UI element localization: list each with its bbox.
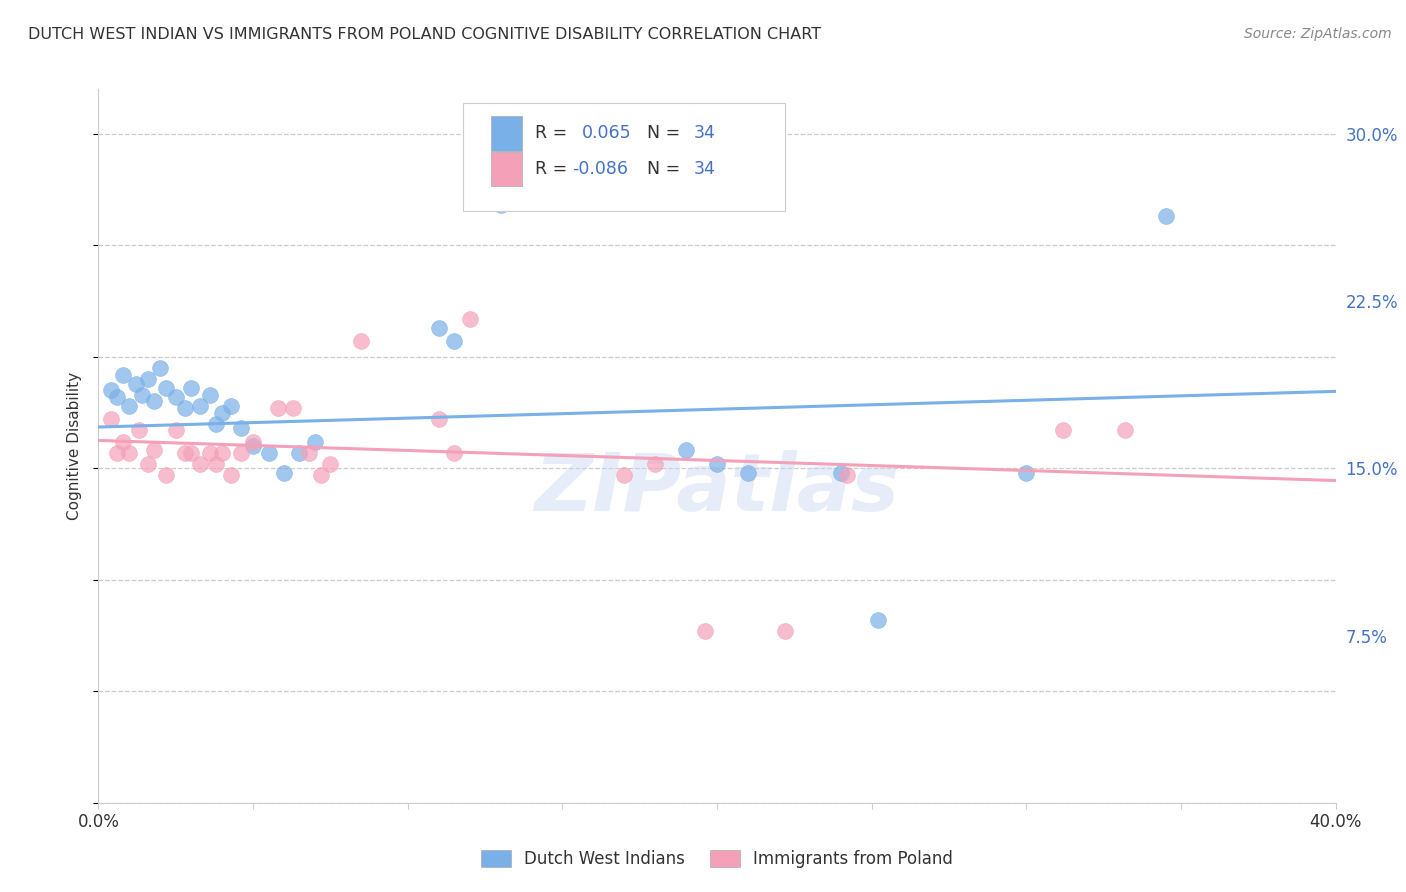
Point [198,387,221,401]
Point [443,446,465,460]
FancyBboxPatch shape [491,116,522,151]
Legend: Dutch West Indians, Immigrants from Poland: Dutch West Indians, Immigrants from Pola… [472,842,962,877]
Point [143,394,166,409]
Point [309,467,332,482]
Text: N =: N = [647,161,685,178]
Point [105,446,128,460]
Point [165,390,187,404]
Point [773,624,796,639]
Text: DUTCH WEST INDIAN VS IMMIGRANTS FROM POLAND COGNITIVE DISABILITY CORRELATION CHA: DUTCH WEST INDIAN VS IMMIGRANTS FROM POL… [28,27,821,42]
Text: 34: 34 [693,161,716,178]
Point [1015,466,1038,480]
Point [174,401,197,416]
Point [190,457,212,471]
Point [143,443,166,458]
Point [124,376,146,391]
Point [180,381,202,395]
Text: ZIPatlas: ZIPatlas [534,450,900,528]
Point [229,446,252,460]
Point [211,405,233,420]
Point [136,457,159,471]
Point [180,446,202,460]
Point [273,466,295,480]
Point [693,624,716,639]
Point [155,467,177,482]
Point [489,198,512,212]
Point [118,399,141,413]
Text: R =: R = [536,161,572,178]
Point [427,320,450,334]
Point [112,434,135,449]
Point [149,360,172,375]
Text: N =: N = [647,125,685,143]
Point [298,446,321,460]
Point [1114,424,1136,438]
Point [866,613,889,627]
Text: Source: ZipAtlas.com: Source: ZipAtlas.com [1244,27,1392,41]
Point [105,390,128,404]
Point [242,439,264,453]
Text: -0.086: -0.086 [572,161,628,178]
Point [136,372,159,386]
Point [198,446,221,460]
Point [190,399,212,413]
Point [205,417,228,431]
Point [100,412,122,426]
Point [155,381,177,395]
Text: 0.065: 0.065 [582,125,631,143]
Point [174,446,197,460]
Point [100,384,122,398]
Point [205,457,228,471]
Point [644,457,666,471]
Point [458,312,481,326]
Point [427,412,450,426]
Point [257,446,280,460]
Point [835,467,858,482]
Point [128,424,150,438]
Point [675,443,697,458]
Point [443,334,465,349]
FancyBboxPatch shape [491,152,522,186]
Point [1154,209,1177,223]
Point [283,401,305,416]
Point [706,457,728,471]
Point [1052,424,1074,438]
FancyBboxPatch shape [464,103,785,211]
Point [737,466,759,480]
Text: 34: 34 [693,125,716,143]
Point [350,334,373,349]
Point [211,446,233,460]
Text: R =: R = [536,125,572,143]
Point [165,424,187,438]
Point [118,446,141,460]
Point [304,434,326,449]
Point [319,457,342,471]
Point [830,466,852,480]
Point [221,399,243,413]
Point [288,446,311,460]
Point [112,368,135,382]
Y-axis label: Cognitive Disability: Cognitive Disability [67,372,83,520]
Point [242,434,264,449]
Point [131,387,153,401]
Point [221,467,243,482]
Point [613,467,636,482]
Point [229,421,252,435]
Point [267,401,290,416]
